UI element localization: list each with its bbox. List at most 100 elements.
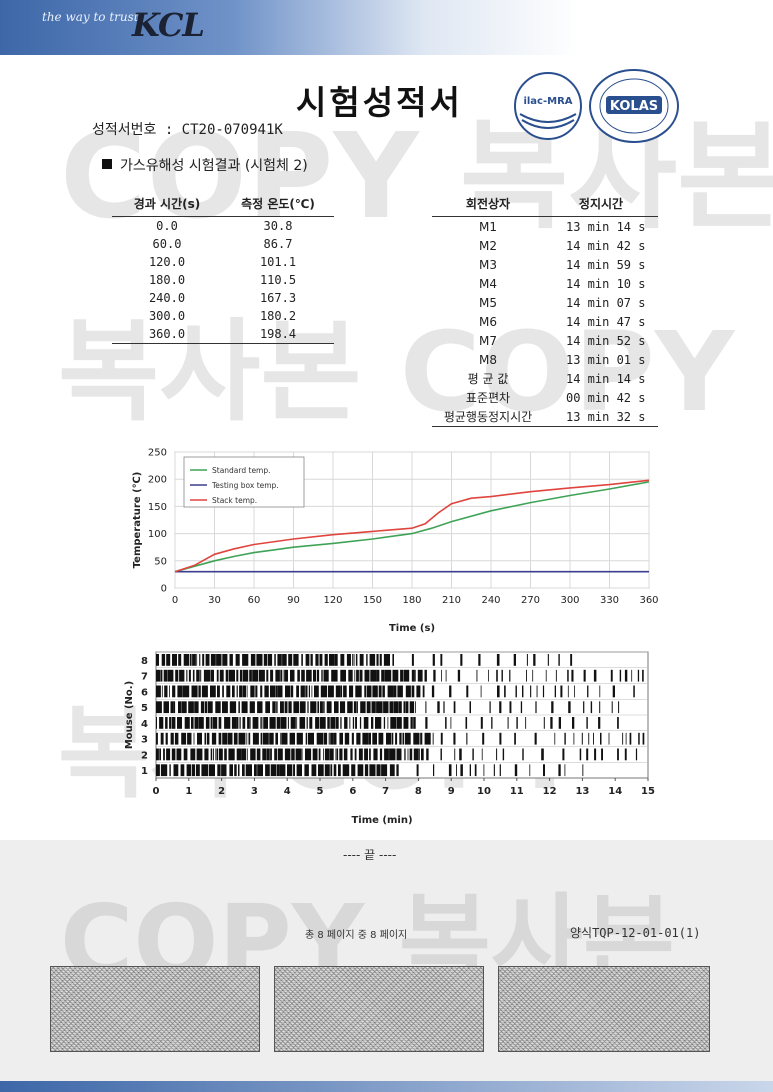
summary-label-cell: 평 균 값	[467, 372, 509, 386]
activity-mark	[263, 654, 268, 666]
activity-mark	[355, 685, 362, 698]
activity-mark	[305, 654, 310, 666]
activity-mark	[622, 732, 624, 745]
stop-time-cell: 14 min 14 s	[566, 371, 646, 386]
activity-mark	[222, 654, 228, 666]
activity-mark	[369, 654, 376, 666]
activity-mark	[379, 654, 382, 666]
activity-mark	[317, 701, 320, 714]
activity-mark	[379, 748, 383, 761]
activity-mark	[526, 669, 527, 682]
stop-time-table: 회전상자 정지시간 M1 13 min 14 s M2 14 min 42 s M3…	[432, 193, 658, 427]
activity-mark	[353, 701, 357, 714]
activity-mark	[558, 717, 561, 729]
activity-mark	[489, 701, 491, 714]
activity-mark	[392, 654, 394, 666]
activity-mark	[344, 717, 348, 729]
activity-mark	[165, 732, 168, 745]
activity-mark	[218, 732, 222, 745]
activity-mark	[352, 654, 354, 666]
activity-mark	[469, 764, 471, 777]
activity-mark	[176, 748, 182, 761]
activity-mark	[199, 764, 200, 777]
activity-mark	[476, 669, 478, 682]
activity-mark	[353, 654, 355, 666]
activity-mark	[279, 764, 286, 777]
activity-mark	[310, 701, 317, 714]
activity-mark	[420, 732, 423, 745]
activity-mark	[277, 748, 283, 761]
activity-mark	[445, 717, 447, 729]
activity-mark	[334, 701, 339, 714]
activity-mark	[496, 748, 498, 761]
activity-mark	[238, 732, 243, 745]
activity-mark	[478, 654, 481, 666]
activity-mark	[554, 732, 556, 745]
activity-mark	[228, 748, 235, 761]
activity-mark	[330, 717, 336, 729]
activity-mark	[629, 732, 632, 745]
activity-mark	[270, 685, 276, 698]
activity-mark	[642, 732, 645, 745]
activity-mark	[284, 669, 288, 682]
activity-mark	[480, 685, 482, 698]
table-row: 평 균 값 14 min 14 s	[432, 369, 658, 388]
activity-mark	[355, 717, 357, 729]
activity-mark	[296, 717, 298, 729]
activity-mark	[335, 748, 337, 761]
activity-mark	[550, 717, 553, 729]
page-info: 총 8 페이지 중 8 페이지	[305, 930, 408, 941]
stop-time-cell: 14 min 59 s	[566, 257, 646, 272]
activity-mark	[324, 764, 330, 777]
activity-mark	[333, 732, 337, 745]
activity-mark	[284, 701, 288, 714]
activity-mark	[372, 685, 378, 698]
activity-mark	[306, 669, 312, 682]
activity-mark	[534, 732, 537, 745]
x-tick-label: 13	[575, 786, 589, 797]
activity-mark	[235, 654, 240, 666]
table-row: M2 14 min 42 s	[432, 236, 658, 255]
activity-mark	[224, 717, 231, 729]
activity-mark	[200, 669, 202, 682]
activity-mark	[359, 654, 364, 666]
activity-mark	[403, 701, 406, 714]
activity-mark	[610, 669, 613, 682]
activity-mark	[617, 717, 619, 729]
activity-mark	[340, 685, 343, 698]
table-row: 120.0 101.1	[112, 253, 334, 271]
activity-mark	[260, 732, 263, 745]
activity-mark	[290, 685, 294, 698]
stop-time-cell: 13 min 01 s	[566, 352, 646, 367]
activity-mark	[239, 669, 243, 682]
activity-mark	[619, 669, 622, 682]
activity-mark	[296, 685, 297, 698]
activity-mark	[181, 701, 187, 714]
y-tick-label: 150	[148, 502, 167, 513]
activity-mark	[189, 654, 192, 666]
activity-mark	[516, 717, 518, 729]
activity-mark	[321, 669, 323, 682]
activity-mark	[163, 701, 169, 714]
activity-mark	[282, 654, 287, 666]
activity-mark	[416, 685, 421, 698]
activity-mark	[460, 764, 463, 777]
activity-mark	[587, 685, 589, 698]
activity-mark	[252, 669, 259, 682]
activity-mark	[466, 685, 469, 698]
activity-mark	[166, 654, 171, 666]
x-tick-label: 14	[608, 786, 622, 797]
activity-mark	[196, 748, 203, 761]
activity-mark	[248, 732, 251, 745]
activity-mark	[280, 701, 284, 714]
activity-mark	[160, 764, 168, 777]
activity-mark	[386, 732, 392, 745]
square-bullet-icon	[102, 159, 112, 169]
activity-mark	[160, 669, 163, 682]
activity-mark	[226, 685, 231, 698]
x-tick-label: 270	[521, 595, 540, 606]
activity-mark	[266, 669, 269, 682]
activity-mark	[293, 654, 299, 666]
temp-cell: 30.8	[263, 219, 293, 233]
activity-mark	[236, 748, 242, 761]
